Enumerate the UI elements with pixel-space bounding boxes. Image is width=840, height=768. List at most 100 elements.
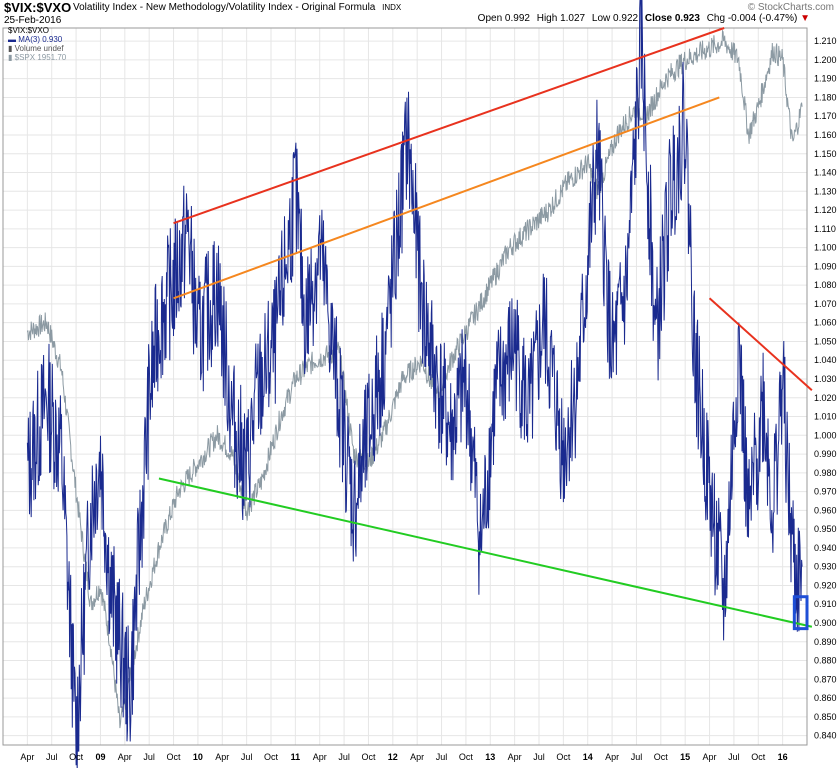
legend-item-ratio: $VIX:$VXO [8, 26, 66, 35]
x-tick-label: Apr [313, 752, 327, 762]
x-tick-label: 13 [485, 752, 495, 762]
open-value: 0.992 [504, 13, 530, 24]
x-tick-label: Jul [241, 752, 253, 762]
y-tick-label: 0.980 [814, 468, 837, 478]
description-text: Volatility Index - New Methodology/Volat… [73, 2, 376, 13]
y-tick-label: 0.880 [814, 656, 837, 666]
legend-spx-text: $SPX 1951.70 [14, 53, 67, 62]
x-tick-label: Oct [654, 752, 669, 762]
y-tick-label: 1.060 [814, 318, 837, 328]
y-tick-label: 1.170 [814, 111, 837, 121]
y-axis: 1.210 1.200 1.190 1.180 1.170 1.160 1.150 1.140… [814, 36, 837, 740]
legend-volume-text: Volume undef [14, 44, 64, 53]
legend-item-spx: ▮ $SPX 1951.70 [8, 53, 66, 62]
ohlc-readout: Open 0.992 High 1.027 Low 0.922 Close 0.… [478, 13, 810, 24]
x-tick-label: 11 [291, 752, 301, 762]
y-tick-label: 1.180 [814, 92, 837, 102]
y-tick-label: 0.940 [814, 543, 837, 553]
trendline-upper [173, 27, 725, 225]
x-tick-label: 16 [778, 752, 788, 762]
y-tick-label: 1.070 [814, 299, 837, 309]
y-tick-label: 1.090 [814, 261, 837, 271]
spx-bars-icon: ▮ [8, 53, 13, 62]
series-spx [26, 29, 803, 729]
y-tick-label: 1.210 [814, 36, 837, 46]
low-value: 0.922 [613, 13, 639, 24]
y-tick-label: 0.990 [814, 449, 837, 459]
close-label: Close [644, 13, 673, 24]
y-tick-label: 1.120 [814, 205, 837, 215]
x-tick-label: Jul [338, 752, 350, 762]
spx-series-layer [26, 29, 803, 729]
y-tick-label: 0.970 [814, 487, 837, 497]
x-tick-label: Apr [508, 752, 522, 762]
x-tick-label: Jul [46, 752, 58, 762]
x-tick-label: 10 [193, 752, 203, 762]
y-tick-label: 0.920 [814, 580, 837, 590]
series-vix-vxo [26, 0, 803, 768]
y-tick-label: 0.950 [814, 524, 837, 534]
y-tick-label: 0.850 [814, 712, 837, 722]
high-label: High [536, 13, 558, 24]
x-tick-label: Oct [556, 752, 571, 762]
highlight-box [792, 595, 809, 631]
x-tick-label: Jul [533, 752, 545, 762]
chart-symbol: $VIX:$VXO [4, 0, 72, 15]
legend-ma-text: MA(3) 0.930 [18, 35, 63, 44]
open-label: Open [477, 13, 503, 24]
legend-item-ma: ▬ MA(3) 0.930 [8, 35, 66, 44]
y-tick-label: 0.860 [814, 693, 837, 703]
y-tick-label: 1.050 [814, 336, 837, 346]
chart-date: 25-Feb-2016 [4, 15, 62, 26]
y-tick-label: 1.100 [814, 243, 837, 253]
x-tick-label: Jul [631, 752, 643, 762]
y-tick-label: 0.900 [814, 618, 837, 628]
x-tick-label: Oct [361, 752, 376, 762]
y-tick-label: 1.140 [814, 168, 837, 178]
ratio-series-layer [26, 0, 803, 768]
y-tick-label: 0.930 [814, 562, 837, 572]
x-tick-label: Jul [436, 752, 448, 762]
y-tick-label: 1.130 [814, 186, 837, 196]
x-tick-label: Oct [264, 752, 279, 762]
legend-item-volume: ▮ Volume undef [8, 44, 66, 53]
legend-ratio-text: $VIX:$VXO [8, 26, 49, 35]
y-tick-label: 1.160 [814, 130, 837, 140]
down-arrow-icon: ▼ [800, 13, 810, 24]
x-axis: Apr Jul Oct 09 Apr Jul Oct 10 Apr Jul Oct 11 Apr Jul O… [20, 752, 787, 762]
x-tick-label: Jul [728, 752, 740, 762]
y-tick-label: 1.200 [814, 55, 837, 65]
x-tick-label: Oct [167, 752, 182, 762]
y-tick-label: 1.080 [814, 280, 837, 290]
x-tick-label: Oct [751, 752, 766, 762]
trendline-lower [158, 477, 813, 628]
chart-description: Volatility Index - New Methodology/Volat… [73, 2, 401, 13]
y-tick-label: 1.040 [814, 355, 837, 365]
high-value: 1.027 [560, 13, 586, 24]
x-tick-label: 15 [680, 752, 690, 762]
y-tick-label: 0.910 [814, 599, 837, 609]
x-tick-label: Oct [69, 752, 84, 762]
trendline-middle [173, 96, 720, 300]
x-tick-label: 09 [95, 752, 105, 762]
x-tick-label: Apr [118, 752, 132, 762]
x-tick-label: Jul [143, 752, 155, 762]
x-tick-label: Apr [215, 752, 229, 762]
x-tick-label: Apr [703, 752, 717, 762]
legend-line-icon: ▬ [8, 35, 16, 44]
y-tick-label: 1.010 [814, 412, 837, 422]
trendline-layer [158, 27, 813, 631]
y-tick-label: 1.030 [814, 374, 837, 384]
x-tick-label: Apr [410, 752, 424, 762]
chg-value: -0.004 (-0.47%) [727, 13, 798, 24]
y-tick-label: 1.110 [814, 224, 836, 234]
low-label: Low [591, 13, 611, 24]
y-tick-label: 0.960 [814, 505, 837, 515]
y-tick-label: 0.840 [814, 731, 837, 741]
x-tick-label: 14 [583, 752, 593, 762]
x-tick-label: Apr [605, 752, 619, 762]
trendline-decline [708, 297, 813, 391]
x-tick-label: Apr [20, 752, 34, 762]
y-tick-label: 1.000 [814, 430, 837, 440]
volume-bars-icon: ▮ [8, 44, 13, 53]
